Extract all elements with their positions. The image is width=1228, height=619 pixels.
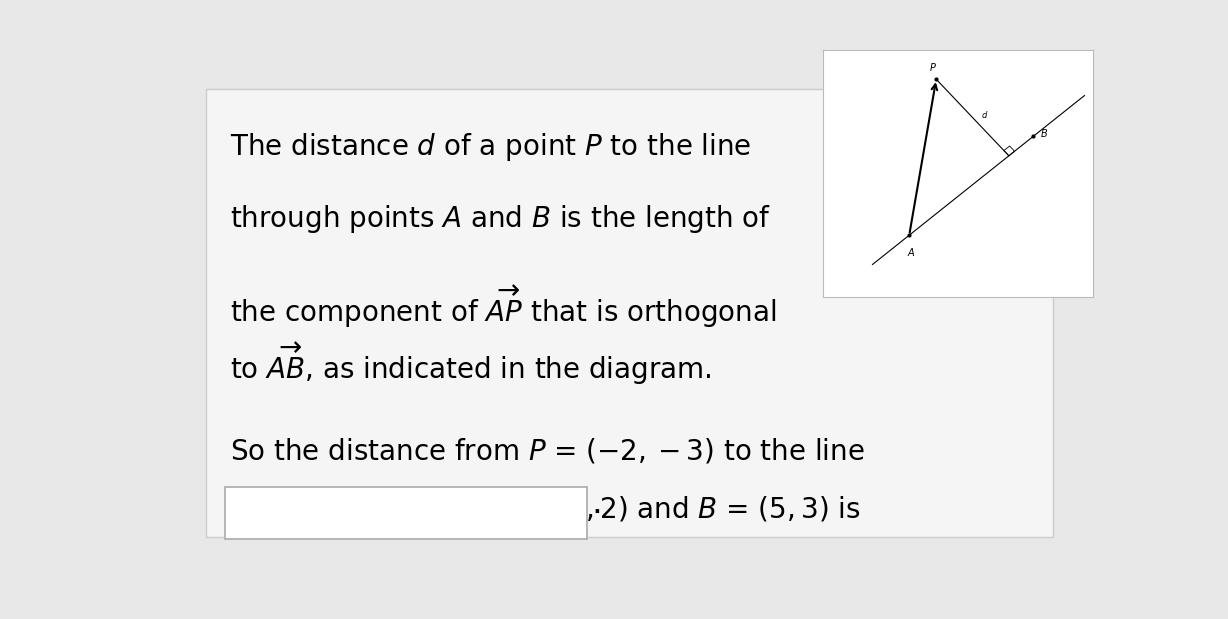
Text: d: d xyxy=(982,111,987,119)
Text: to $\overrightarrow{AB}$, as indicated in the diagram.: to $\overrightarrow{AB}$, as indicated i… xyxy=(230,341,711,387)
FancyBboxPatch shape xyxy=(225,487,587,539)
Text: B: B xyxy=(1040,129,1047,139)
Text: P: P xyxy=(930,63,935,73)
Text: The distance $d$ of a point $P$ to the line: The distance $d$ of a point $P$ to the l… xyxy=(230,131,752,163)
Text: through points $A$ and $B$ is the length of: through points $A$ and $B$ is the length… xyxy=(230,203,771,235)
FancyBboxPatch shape xyxy=(206,89,1052,537)
Text: through the points $A$ = $(1, 2)$ and $B$ = $(5, 3)$ is: through the points $A$ = $(1, 2)$ and $B… xyxy=(230,494,860,526)
Text: So the distance from $P$ = $(-2, -3)$ to the line: So the distance from $P$ = $(-2, -3)$ to… xyxy=(230,436,865,465)
Text: .: . xyxy=(592,487,602,520)
Text: the component of $\overrightarrow{AP}$ that is orthogonal: the component of $\overrightarrow{AP}$ t… xyxy=(230,284,776,331)
Text: A: A xyxy=(907,248,914,258)
